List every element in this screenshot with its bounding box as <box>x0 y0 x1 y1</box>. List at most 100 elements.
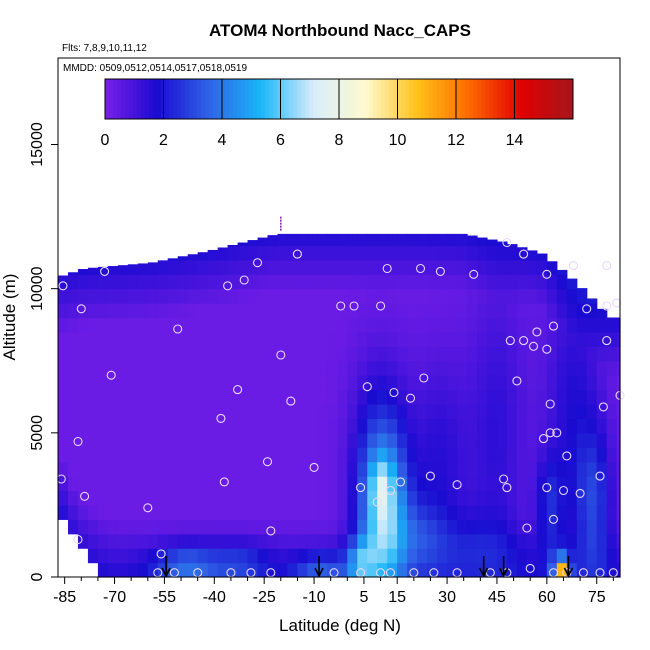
field-cell <box>217 303 229 319</box>
field-cell <box>437 447 448 463</box>
field-cell <box>357 519 368 535</box>
field-cell <box>167 375 179 391</box>
field-cell <box>307 432 318 448</box>
field-cell <box>267 259 279 275</box>
field-cell <box>477 317 488 333</box>
sample-point <box>548 514 559 524</box>
field-cell <box>67 432 79 448</box>
field-cell <box>546 261 558 275</box>
field-cell <box>377 233 388 247</box>
field-cell <box>277 533 289 549</box>
field-cell <box>267 404 279 420</box>
field-cell <box>267 360 279 376</box>
colorbar-segment <box>553 79 558 119</box>
field-cell <box>506 346 518 362</box>
field-cell <box>616 533 621 549</box>
sample-point <box>262 457 273 467</box>
field-cell <box>486 331 498 347</box>
field-cell <box>387 548 398 564</box>
field-cell <box>337 360 348 376</box>
field-cell <box>477 504 488 520</box>
field-cell <box>367 490 378 506</box>
field-cell <box>377 245 388 261</box>
sample-point <box>519 336 529 346</box>
field-cell <box>437 404 448 420</box>
field-cell <box>546 346 558 362</box>
field-cell <box>127 504 139 520</box>
field-cell <box>197 548 209 564</box>
field-cell <box>58 389 69 405</box>
sample-point <box>602 336 612 346</box>
field-cell <box>496 375 508 391</box>
field-cell <box>457 233 468 247</box>
field-cell <box>237 303 249 319</box>
field-cell <box>377 389 388 405</box>
field-cell <box>307 562 318 578</box>
colorbar-segment <box>293 79 298 119</box>
field-cell <box>586 504 598 520</box>
sample-point <box>336 301 346 311</box>
field-cell <box>347 259 358 275</box>
field-cell <box>616 375 621 391</box>
field-cell <box>477 237 488 247</box>
field-cell <box>177 288 189 304</box>
field-cell <box>257 317 269 333</box>
field-cell <box>477 331 488 347</box>
field-cell <box>247 389 259 405</box>
field-cell <box>317 404 328 420</box>
field-cell <box>516 418 528 434</box>
field-cell <box>127 447 139 463</box>
field-cell <box>117 404 129 420</box>
colorbar-segment <box>257 79 262 119</box>
field-cell <box>457 389 468 405</box>
field-cell <box>447 274 458 290</box>
field-cell <box>277 233 289 247</box>
field-cell <box>317 233 328 247</box>
field-cell <box>477 245 488 261</box>
field-cell <box>397 259 408 275</box>
field-cell <box>486 389 498 405</box>
field-cell <box>467 504 478 520</box>
field-cell <box>477 548 488 564</box>
field-cell <box>397 303 408 319</box>
field-cell <box>536 259 548 275</box>
field-cell <box>87 389 99 405</box>
colorbar-segment <box>317 79 322 119</box>
field-cell <box>197 346 209 362</box>
field-cell <box>546 418 558 434</box>
field-cell <box>347 562 358 578</box>
field-cell <box>556 317 568 333</box>
field-cell <box>117 548 129 564</box>
field-cell <box>447 303 458 319</box>
field-cell <box>506 490 518 506</box>
field-cell <box>267 274 279 290</box>
colorbar-segment <box>493 79 498 119</box>
field-cell <box>556 504 568 520</box>
field-cell <box>347 346 358 362</box>
field-cell <box>147 389 159 405</box>
field-cell <box>357 331 368 347</box>
field-cell <box>77 504 89 520</box>
field-cell <box>357 233 368 247</box>
field-cell <box>427 476 438 492</box>
colorbar-segment <box>461 79 466 119</box>
field-cell <box>217 504 229 520</box>
arrow-head <box>563 567 574 578</box>
field-cell <box>576 331 588 347</box>
field-cell <box>297 490 309 506</box>
field-cell <box>217 247 229 261</box>
field-cell <box>377 504 388 520</box>
field-cell <box>167 476 179 492</box>
field-cell <box>457 562 468 578</box>
field-cell <box>457 288 468 304</box>
field-cell <box>486 360 498 376</box>
field-cell <box>307 548 318 564</box>
field-cell <box>87 418 99 434</box>
field-cell <box>596 317 608 333</box>
sample-point <box>552 428 562 438</box>
field-cell <box>387 476 398 492</box>
sample-point <box>548 321 559 331</box>
field-cell <box>207 533 219 549</box>
field-cell <box>347 533 358 549</box>
field-cell <box>546 447 558 463</box>
